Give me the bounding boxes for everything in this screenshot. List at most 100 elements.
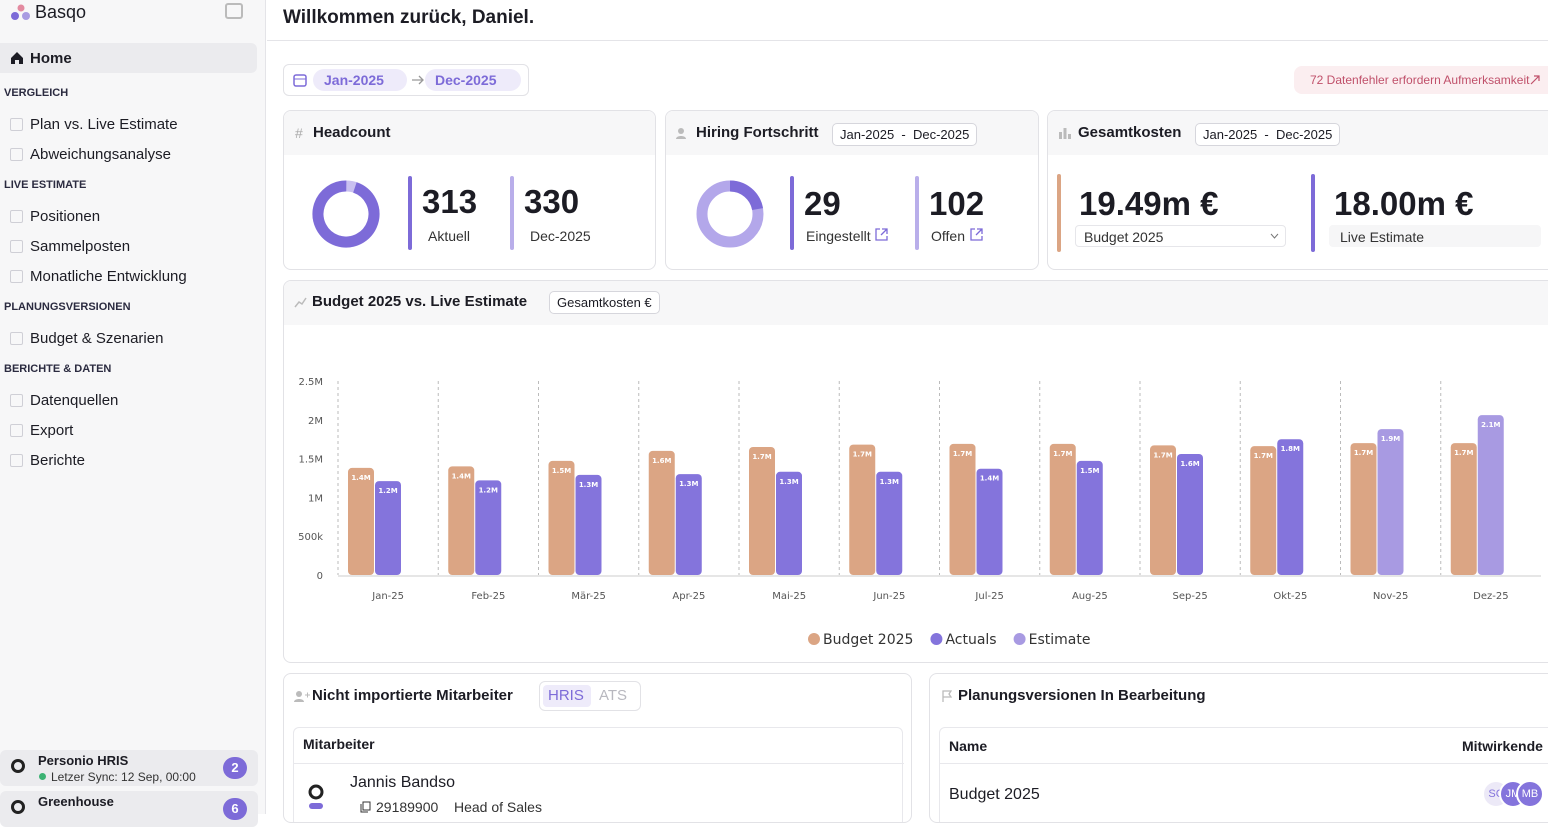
- nav-item[interactable]: Datenquellen: [0, 388, 257, 414]
- x-tick-label: Apr-25: [672, 591, 705, 602]
- range-badge: Jan-2025 - Dec-2025: [1195, 123, 1341, 146]
- bar-label: 1.6M: [1180, 460, 1199, 468]
- donut-segment: [312, 180, 380, 248]
- bar-label: 1.7M: [1254, 452, 1273, 460]
- range-to: Dec-2025: [435, 72, 497, 88]
- legend-swatch: [808, 633, 820, 645]
- legend-label[interactable]: Estimate: [1029, 632, 1091, 648]
- card-title: Hiring Fortschritt: [696, 124, 819, 141]
- nav-item[interactable]: Budget & Szenarien: [0, 326, 257, 352]
- kpi-value: 19.49m €: [1079, 185, 1219, 222]
- bar: [1049, 443, 1076, 575]
- chart-title: Budget 2025 vs. Live Estimate: [312, 293, 528, 310]
- legend-swatch: [930, 633, 943, 645]
- status-dot: [39, 773, 46, 780]
- nav-item[interactable]: Monatliche Entwicklung: [0, 264, 257, 290]
- nav-icon: [10, 148, 23, 161]
- nav-icon: [10, 454, 23, 467]
- x-tick-label: Nov-25: [1373, 591, 1409, 602]
- bar: [776, 471, 802, 575]
- top-bar: [267, 0, 1548, 41]
- bar-label: 1.2M: [378, 487, 397, 495]
- tab[interactable]: ATS: [599, 687, 628, 704]
- nav-item[interactable]: Berichte: [0, 448, 257, 474]
- integration[interactable]: Greenhouse 6: [0, 791, 258, 827]
- integration[interactable]: Personio HRIS Letzer Sync: 12 Sep, 00:00 2: [0, 750, 258, 786]
- card-title: Nicht importierte Mitarbeiter: [312, 687, 513, 704]
- avatar: MB: [1516, 780, 1544, 808]
- y-tick-label: 1.5M: [298, 455, 323, 466]
- bar: [675, 474, 702, 575]
- bar: [749, 446, 775, 575]
- nav-icon: [10, 270, 23, 283]
- budget-select[interactable]: Budget 2025: [1075, 225, 1286, 247]
- chart-card: Budget 2025 vs. Live Estimate Gesamtkost…: [283, 280, 1548, 663]
- sidebar: Basqo Home VERGLEICH Plan vs. Live Estima…: [0, 0, 266, 827]
- kpi-label[interactable]: Offen: [931, 228, 965, 244]
- bar-label: 1.5M: [1080, 467, 1099, 475]
- x-tick-label: Jul-25: [974, 591, 1003, 602]
- select-label: Budget 2025: [1084, 229, 1164, 245]
- card-title: Gesamtkosten: [1078, 124, 1182, 141]
- version-name: Budget 2025: [949, 786, 1040, 803]
- nav-icon: [10, 210, 23, 223]
- count-badge: 2: [223, 757, 247, 779]
- integration-name: Personio HRIS: [38, 753, 129, 768]
- bar-label: 1.7M: [752, 453, 771, 461]
- x-tick-label: Okt-25: [1273, 591, 1307, 602]
- nav-item[interactable]: Plan vs. Live Estimate: [0, 112, 257, 138]
- bar: [1250, 446, 1277, 575]
- nav-section-title: LIVE ESTIMATE: [4, 179, 87, 191]
- bar: [648, 450, 675, 575]
- integration-status: Letzer Sync: 12 Sep, 00:00: [51, 770, 196, 784]
- bar: [1076, 460, 1103, 575]
- x-tick-label: Jun-25: [872, 591, 905, 602]
- kpi-value: 18.00m €: [1334, 185, 1474, 222]
- bar: [1150, 445, 1176, 575]
- nav-home[interactable]: Home: [0, 43, 257, 73]
- kpi-value: 313: [422, 183, 478, 220]
- bar: [375, 481, 401, 575]
- y-tick-label: 1M: [308, 493, 323, 504]
- bar: [1177, 453, 1203, 575]
- legend-label[interactable]: Budget 2025: [823, 632, 913, 648]
- nav-icon: [10, 118, 23, 131]
- nav-item[interactable]: Sammelposten: [0, 234, 257, 260]
- bar-label: 1.9M: [1381, 435, 1400, 443]
- nav-label: Export: [30, 422, 74, 439]
- bar: [849, 444, 876, 575]
- bar-label: 1.6M: [652, 457, 671, 465]
- nav-item[interactable]: Export: [0, 418, 257, 444]
- kpi-label: Dec-2025: [530, 228, 591, 244]
- kpi-label: Live Estimate: [1340, 229, 1425, 245]
- alert-text: 72 Datenfehler erfordern Aufmerksamkeit: [1310, 73, 1530, 87]
- nav-label: Plan vs. Live Estimate: [30, 116, 178, 133]
- donut: [696, 180, 764, 248]
- tab[interactable]: HRIS: [548, 687, 584, 704]
- nav-label: Home: [30, 50, 72, 67]
- nav-item[interactable]: Positionen: [0, 204, 257, 230]
- nav-label: Sammelposten: [30, 238, 131, 255]
- date-range[interactable]: Jan-2025 Dec-2025: [283, 64, 529, 96]
- nav-section-title: VERGLEICH: [4, 87, 69, 99]
- bar: [1450, 443, 1477, 575]
- bar: [1477, 415, 1504, 575]
- bar: [448, 466, 475, 575]
- y-tick-label: 2.5M: [298, 377, 323, 388]
- bar: [548, 460, 575, 575]
- integration-logo: [11, 800, 25, 814]
- bar-label: 1.7M: [1053, 450, 1072, 458]
- kpi-label: Aktuell: [428, 228, 471, 244]
- x-tick-label: Jan-25: [371, 591, 404, 602]
- alert[interactable]: 72 Datenfehler erfordern Aufmerksamkeit: [1294, 66, 1548, 94]
- nav-label: Datenquellen: [30, 392, 119, 409]
- kpi-label[interactable]: Eingestellt: [806, 228, 871, 244]
- y-tick-label: 2M: [308, 416, 323, 427]
- nav-item[interactable]: Abweichungsanalyse: [0, 142, 257, 168]
- legend-label[interactable]: Actuals: [945, 632, 996, 648]
- collapse-button[interactable]: [225, 3, 243, 19]
- nav-icon: [10, 332, 23, 345]
- employee-id: 29189900: [376, 799, 439, 815]
- y-tick-label: 500k: [298, 532, 323, 543]
